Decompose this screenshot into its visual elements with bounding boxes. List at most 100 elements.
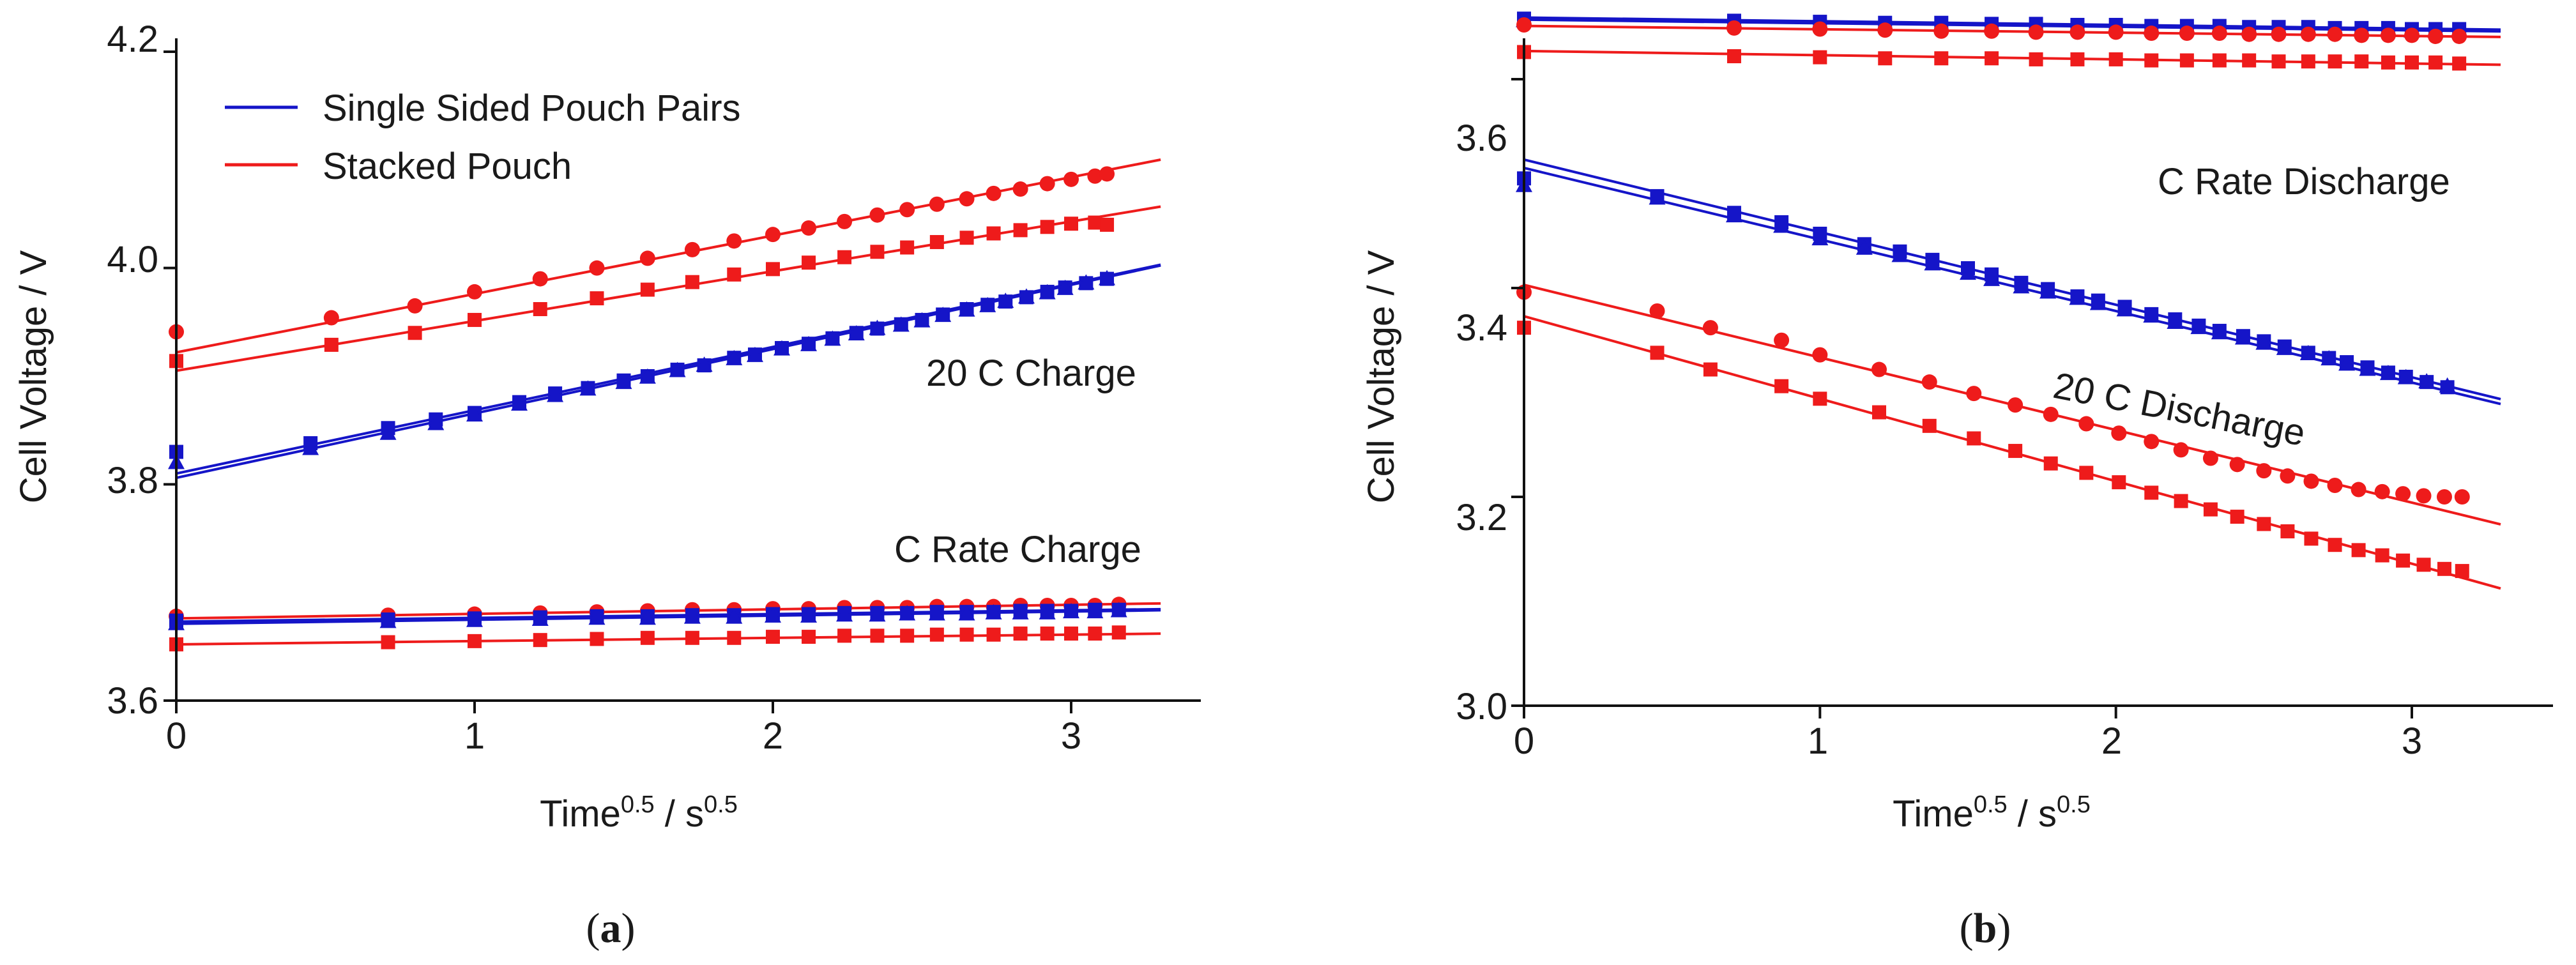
panel-b-fit-line [1523,167,2501,406]
panel-b-xtick-label: 3 [2402,720,2422,762]
panel-b-data-point [2256,463,2272,479]
panel-a-data-point [615,374,632,390]
panel-a-data-point [588,609,606,625]
panel-a-data-point [1039,284,1056,300]
panel-a-data-point [1063,171,1079,187]
panel-b-data-point [2418,373,2435,389]
panel-b-data-point [2211,324,2228,340]
panel-b-data-point [2397,369,2414,384]
panel-a-label: (a) [586,905,636,952]
panel-b-data-point [1872,405,1886,420]
panel-a-data-point [1100,217,1115,232]
panel-a-data-point [684,241,700,257]
panel-b-data-point [2428,28,2444,44]
panel-b-data-point [2380,27,2396,43]
panel-a-data-point [466,611,483,627]
panel-a-data-point [589,260,605,276]
panel-b-data-point [2190,319,2207,335]
panel-a-data-point [1013,627,1028,641]
panel-a-data-point [800,607,818,623]
panel-a-data-point [836,606,853,622]
panel-a-data-point [468,312,482,327]
panel-b-data-point [1891,247,1909,262]
panel-a-data-point [802,630,816,644]
panel-b-data-point [1726,20,1742,36]
panel-b-data-point [1934,51,1949,66]
panel-b-data-point [1921,374,1937,390]
panel-a-data-point [683,608,701,624]
panel-a-data-point [696,356,713,372]
panel-b-data-point [2439,377,2456,393]
panel-a-data-point [579,380,597,396]
panel-b-data-point [2454,489,2470,505]
panel-b-data-point [2338,355,2356,371]
panel-b-data-point [2179,53,2194,68]
panel-b-data-point [1516,17,1532,33]
panel-a-data-point [765,227,781,243]
panel-a-data-point [959,231,974,245]
panel-a-data-point [427,414,445,430]
panel-a-data-point [929,235,944,250]
panel-a-data-point [533,633,547,648]
panel-a-data-point [985,604,1002,619]
panel-b-y-axis-title: Cell Voltage / V [1360,250,1402,503]
panel-a-annotation-20c-charge: 20 C Charge [926,353,1136,394]
panel-b-data-point [1922,418,1937,433]
panel-a-data-point [1099,166,1115,182]
panel-b-data-point [2111,425,2127,441]
panel-b-data-point [1813,50,1827,65]
panel-a-data-point [1064,217,1078,231]
panel-a-data-point [765,607,781,623]
panel-a-data-point [870,628,885,643]
panel-a-data-point [1039,176,1055,192]
panel-a-data-point [774,340,791,356]
panel-b-data-point [2043,406,2059,422]
panel-b-data-point [2202,450,2218,466]
panel-b-data-point [2174,494,2188,508]
panel-b-data-point [1878,51,1893,66]
panel-a-data-point [685,630,699,645]
panel-b-data-point [1871,361,1887,377]
panel-b-data-point [1649,303,1665,319]
panel-b-data-point [2069,289,2086,305]
panel-a-data-point [727,267,742,282]
panel-a-data-point [929,627,944,642]
panel-a-data-point [892,316,910,332]
panel-a-data-point [801,220,817,236]
panel-b-data-point [2143,307,2160,323]
panel-b-data-point [2230,510,2244,524]
panel-b-data-point [2404,27,2420,43]
panel-b-data-point [1983,270,2001,286]
panel-b-data-point [2303,473,2319,489]
panel-b-data-point [2070,52,2085,66]
panel-a-data-point [323,310,339,326]
panel-b-data-point [2328,54,2342,69]
panel-a-y-axis-title: Cell Voltage / V [13,250,54,503]
panel-b-data-point [2013,278,2030,294]
panel-b-ytick-label: 3.4 [1456,307,1507,349]
panel-a-data-point [590,632,604,646]
panel-a-annotation-c-rate-charge: C Rate Charge [894,529,1141,570]
panel-a-data-point [800,335,818,351]
panel-a-data-point [1086,603,1104,619]
panel-a-data-point [959,191,975,207]
panel-b-data-point [2327,26,2343,42]
panel-b-data-point [1812,347,1828,363]
panel-b-data-point [2241,26,2257,42]
panel-a-fit-line [176,264,1161,480]
panel-a-x-axis-title: Time0.5 / s0.5 [540,791,738,835]
panel-a-data-point [408,326,422,340]
panel-a-data-point [986,627,1001,642]
panel-a-data-point [900,628,915,643]
panel-b-data-point [2428,55,2443,70]
panel-a-data-point [1088,627,1102,641]
panel-a-data-point [726,349,743,365]
panel-a-fit-line [176,632,1161,646]
panel-a-data-point [1110,602,1127,618]
panel-b-data-point [1811,230,1829,246]
panel-a-data-point [1078,274,1095,290]
panel-a-data-point [640,282,655,297]
panel-b-data-point [2008,444,2023,459]
panel-b-data-point [2327,478,2343,494]
panel-a-data-point [547,386,564,402]
